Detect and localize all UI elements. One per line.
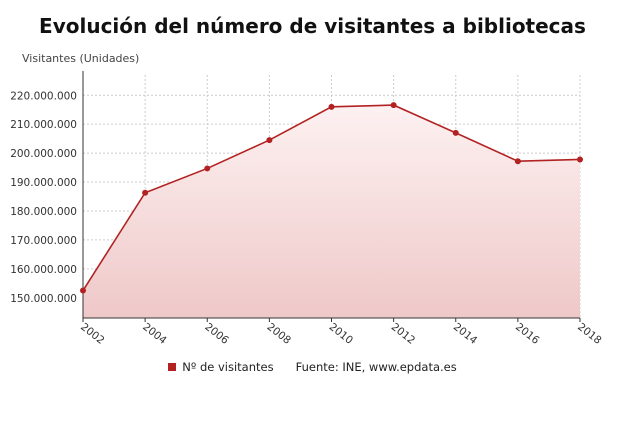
legend: Nº de visitantes Fuente: INE, www.epdata… bbox=[0, 360, 625, 374]
x-tick-label: 2006 bbox=[202, 321, 231, 347]
y-axis-title: Visitantes (Unidades) bbox=[22, 52, 140, 65]
data-point[interactable] bbox=[142, 189, 149, 196]
area-layer bbox=[82, 104, 581, 318]
data-point[interactable] bbox=[266, 137, 273, 144]
data-point[interactable] bbox=[328, 103, 335, 110]
legend-label: Nº de visitantes bbox=[182, 360, 274, 374]
x-tick-label: 2010 bbox=[327, 321, 355, 347]
x-tick-label: 2004 bbox=[140, 321, 169, 347]
y-tick-label: 180.000.000 bbox=[10, 206, 77, 218]
data-point[interactable] bbox=[204, 165, 211, 172]
y-tick-label: 190.000.000 bbox=[10, 177, 77, 189]
data-point[interactable] bbox=[80, 287, 86, 294]
x-tick-label: 2012 bbox=[389, 321, 417, 347]
axis-layer bbox=[82, 71, 581, 322]
x-tick-label: 2002 bbox=[78, 321, 106, 347]
y-tick-label: 150.000.000 bbox=[10, 293, 77, 305]
x-tick-label: 2014 bbox=[451, 321, 480, 347]
data-point[interactable] bbox=[390, 102, 397, 109]
source-note: Fuente: INE, www.epdata.es bbox=[296, 360, 457, 374]
point-layer bbox=[80, 102, 583, 294]
data-point[interactable] bbox=[577, 156, 583, 163]
y-tick-label: 160.000.000 bbox=[10, 264, 77, 276]
x-tick-label: 2016 bbox=[513, 321, 542, 347]
legend-item-visitantes[interactable]: Nº de visitantes bbox=[168, 360, 274, 374]
y-tick-label: 210.000.000 bbox=[10, 119, 77, 131]
y-tick-label: 200.000.000 bbox=[10, 148, 77, 160]
series-area bbox=[83, 105, 580, 318]
y-tick-label: 170.000.000 bbox=[10, 235, 77, 247]
x-tick-label: 2018 bbox=[575, 321, 603, 347]
legend-swatch bbox=[168, 363, 177, 371]
source-label: Fuente: INE, www.epdata.es bbox=[295, 360, 457, 374]
chart-title: Evolución del número de visitantes a bib… bbox=[39, 14, 586, 38]
data-point[interactable] bbox=[514, 158, 521, 165]
y-tick-label: 220.000.000 bbox=[10, 90, 77, 102]
x-tick-label: 2008 bbox=[265, 321, 293, 347]
data-point[interactable] bbox=[452, 129, 459, 136]
